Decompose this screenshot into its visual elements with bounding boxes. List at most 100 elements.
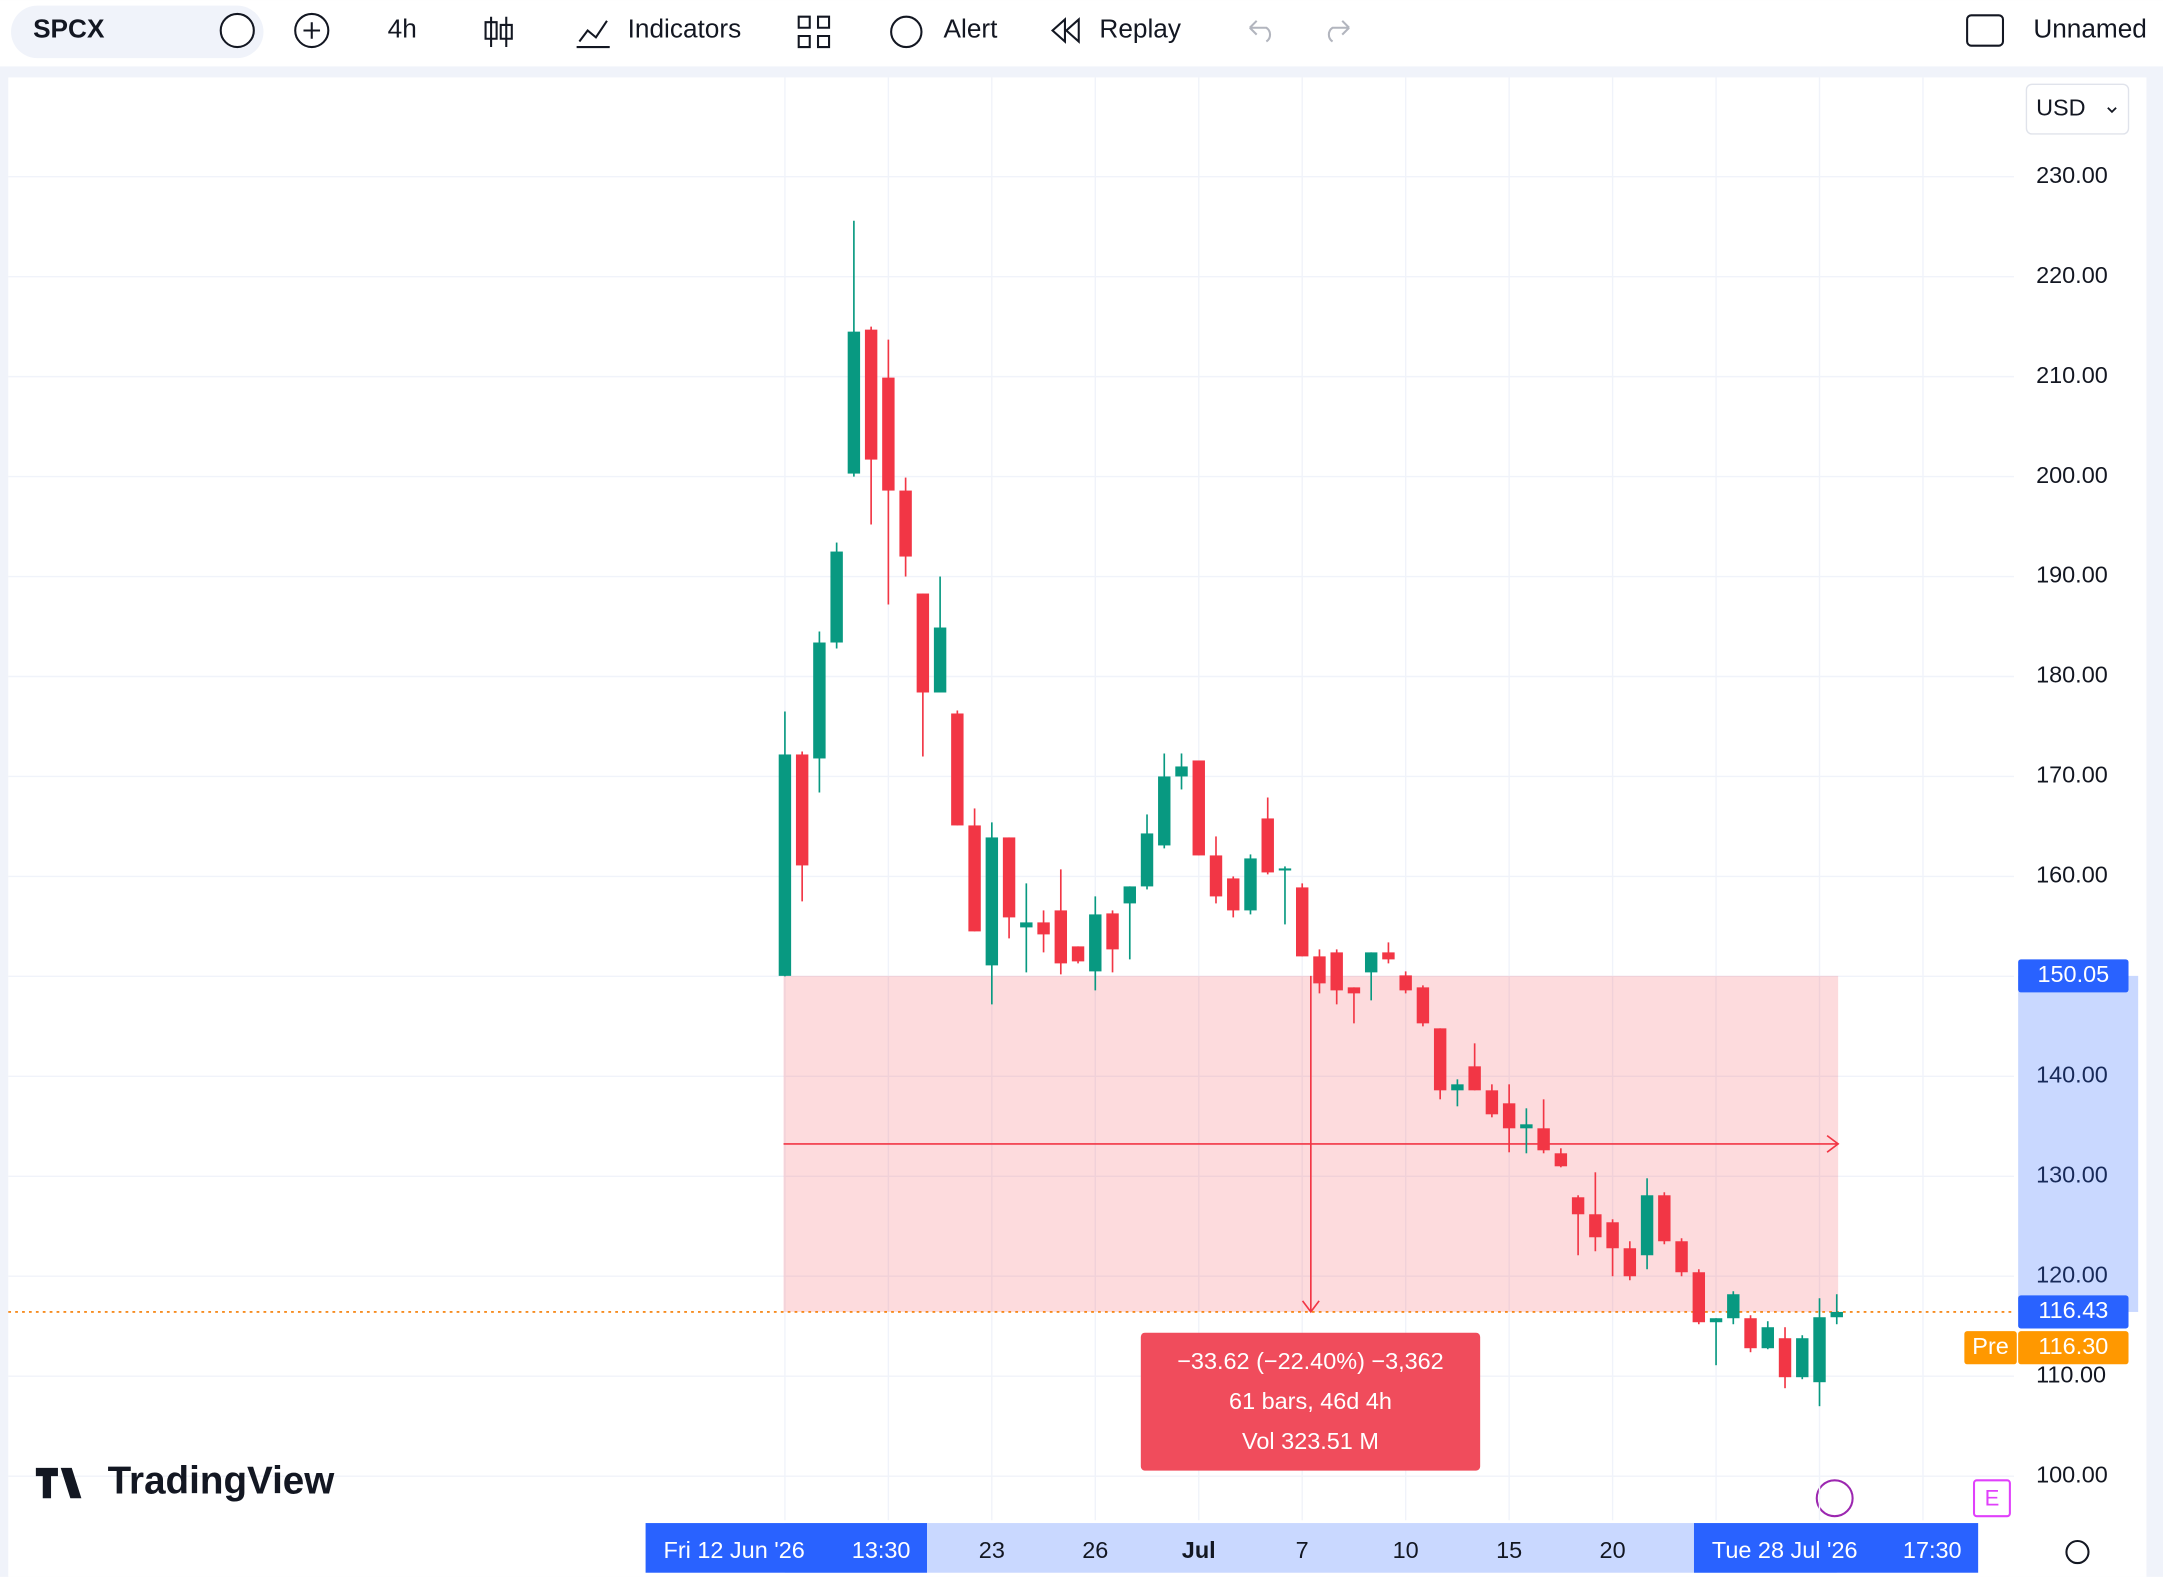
candle-body [1606,1222,1619,1249]
events-icon[interactable] [1815,1479,1854,1518]
candle-body [985,837,999,966]
measure-box [1140,1332,1481,1471]
time-axis-range [784,1523,1837,1573]
candle-body [1520,1124,1533,1129]
candle-body [1278,868,1292,871]
symbol[interactable]: SPCX [33,13,105,43]
redo-button[interactable] [1327,20,1350,43]
candle-body [882,377,895,491]
candle-body [1037,922,1050,935]
compare-button[interactable] [294,12,330,49]
undo-button[interactable] [1249,20,1272,43]
candle-body [1227,878,1240,911]
candle-body [1675,1241,1688,1273]
candle-body [1554,1153,1568,1167]
candle-body [916,593,930,693]
candle-body [951,713,964,826]
earnings-badge[interactable] [1972,1479,2011,1518]
settings-button[interactable] [2065,1539,2090,1565]
candle-body [1537,1128,1550,1151]
candle-body [1692,1272,1706,1323]
candle-body [1640,1195,1654,1256]
pre-label: Pre [1972,1333,2008,1359]
candle-body [1727,1294,1740,1319]
watchlist-icon[interactable] [219,12,255,49]
y-tick-label: 100.00 [2036,1461,2108,1487]
y-tick-label: 220.00 [2036,262,2108,288]
candle-body [1589,1214,1602,1238]
templates-button[interactable] [797,15,831,49]
x-tick-label: 7 [1296,1537,1309,1563]
x-tick-label: 26 [1082,1537,1108,1563]
chart-type-icon[interactable] [484,16,513,48]
earnings-letter: E [1985,1485,2000,1510]
candle-body [1002,837,1016,918]
pre-value-bg [2018,1331,2129,1365]
price-label: 116.43 [2038,1297,2108,1323]
candle-body [1020,922,1033,928]
candle-body [1468,1066,1481,1091]
candle-body [1433,1028,1447,1091]
candle-body [1244,858,1257,911]
candle-body [899,490,912,557]
candle-body [1744,1318,1757,1349]
candle-body [1347,987,1361,994]
candle-body [1364,952,1378,973]
x-tick-label: 15 [1496,1537,1522,1563]
y-tick-label: 140.00 [2036,1062,2108,1088]
alert-button[interactable]: Alert [944,13,999,43]
price-label: 150.05 [2037,961,2109,987]
y-tick-label: 190.00 [2036,562,2108,588]
candle-body [1813,1317,1826,1383]
y-tick-label: 180.00 [2036,662,2108,688]
y-tick-label: 210.00 [2036,362,2108,388]
layout-icon[interactable] [1966,14,2005,47]
candle-body [968,825,981,932]
chart-pane [8,77,2147,1577]
currency[interactable]: USD [2036,94,2085,120]
candle-body [1796,1338,1809,1378]
brand: TradingView [108,1459,336,1502]
layout-name[interactable]: Unnamed [2033,13,2147,43]
candle-body [1330,952,1343,991]
candle-body [1071,946,1085,962]
candle-body [1123,886,1136,904]
candle-body [1485,1090,1499,1115]
pre-label-bg [1964,1331,2017,1365]
time-label-bg [645,1523,927,1573]
time-label-date: Fri 12 Jun '26 [664,1537,805,1563]
toolbar [0,0,2163,67]
candle-body [1658,1195,1671,1242]
candle-body [1623,1248,1637,1277]
candle-body [778,754,792,976]
interval[interactable]: 4h [388,13,417,43]
candle-body [1296,887,1309,957]
candle-body [1709,1318,1723,1323]
currency-select[interactable] [2025,83,2130,135]
replay-icon [1050,17,1080,44]
candle-body [1761,1327,1774,1349]
candle-body [1571,1197,1585,1215]
indicators-button[interactable]: Indicators [628,13,742,43]
alert-icon [890,15,923,49]
measure-text: 61 bars, 46d 4h [1229,1388,1392,1414]
candle-body [1054,910,1068,964]
price-label-bg [2018,959,2129,993]
candle-body [1382,952,1395,960]
candle-body [1502,1103,1516,1129]
x-tick-label: 23 [979,1537,1005,1563]
plus-icon [303,22,321,39]
pre-value: 116.30 [2038,1333,2108,1359]
price-axis-range [2018,975,2139,1312]
y-tick-label: 130.00 [2036,1161,2108,1187]
x-tick-label: 20 [1600,1537,1626,1563]
replay-button[interactable]: Replay [1099,13,1181,43]
candle-body [1140,833,1154,887]
candle-body [864,329,878,460]
candle-body [847,331,861,474]
symbol-search[interactable] [11,5,264,59]
candle-body [830,551,843,643]
brand-logo [35,1467,82,1499]
